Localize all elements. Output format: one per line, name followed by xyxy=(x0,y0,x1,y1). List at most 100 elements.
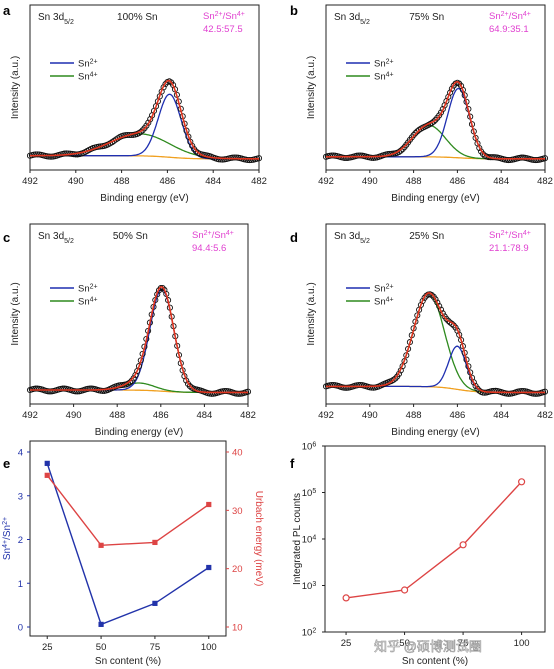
x-tick-label: 490 xyxy=(362,410,378,421)
x-tick-label: 100 xyxy=(514,638,530,649)
x-axis-label: Binding energy (eV) xyxy=(95,427,183,438)
data-point xyxy=(231,154,238,161)
legend-name: Sn xyxy=(374,297,386,308)
legend-entry: Sn4+ xyxy=(78,296,98,308)
data-point xyxy=(244,156,251,164)
series-marker xyxy=(517,478,526,486)
data-point xyxy=(246,157,253,164)
y-tick-exp: 2 xyxy=(312,627,316,634)
legend-entry: Sn4+ xyxy=(374,296,394,308)
x-tick-label: 486 xyxy=(159,176,175,187)
data-point xyxy=(430,118,437,125)
legend-entry: Sn2+ xyxy=(78,283,98,295)
sample-label: 25% Sn xyxy=(409,231,444,242)
series-marker-left xyxy=(206,564,212,571)
panel-letter: b xyxy=(290,3,298,18)
fit-envelope-curve xyxy=(30,285,248,394)
data-point xyxy=(443,315,450,322)
plot-frame xyxy=(29,223,249,405)
x-tick-label: 490 xyxy=(362,176,378,187)
orbital-label: Sn 3d xyxy=(38,12,64,23)
x-tick-label: 50 xyxy=(96,642,107,653)
data-point xyxy=(412,130,419,137)
ratio-label-group: Sn2+/Sn4+ xyxy=(203,11,245,23)
x-tick-label: 492 xyxy=(22,176,38,187)
x-tick-label: 484 xyxy=(493,176,509,187)
ratio-value: 94.4:5.6 xyxy=(192,243,226,254)
ratio-label-group: Sn2+/Sn4+ xyxy=(489,230,531,242)
xps-panel-a: a Sn 3d5/2 100% Sn Sn2+/Sn4+42.5:57.5Sn2+Sn… xyxy=(3,3,267,204)
x-tick-label: 488 xyxy=(406,176,422,187)
x-tick-label: 75 xyxy=(458,638,469,649)
orbital-label: Sn 3d xyxy=(334,231,360,242)
legend-entry: Sn4+ xyxy=(78,71,98,83)
data-point xyxy=(445,317,452,324)
data-point xyxy=(63,150,70,157)
data-point xyxy=(474,385,481,392)
ratio-sep: /Sn xyxy=(509,230,523,241)
ylabel-part: /Sn xyxy=(2,525,13,540)
y-left-axis-label: Sn4+/Sn2+ xyxy=(2,517,14,560)
x-tick-label: 488 xyxy=(109,410,125,421)
ratio-sup: 2+ xyxy=(215,11,223,18)
x-axis-label: Binding energy (eV) xyxy=(391,427,479,438)
orbital-label-group: Sn 3d5/2 xyxy=(334,12,370,26)
x-tick-label: 492 xyxy=(22,410,38,421)
series-marker xyxy=(342,594,350,602)
x-tick-label: 488 xyxy=(406,410,422,421)
ratio-sup: 4+ xyxy=(523,11,531,18)
legend-entry: Sn2+ xyxy=(78,58,98,70)
fit-envelope-curve xyxy=(326,81,545,160)
legend-name: Sn xyxy=(78,59,90,70)
x-axis-label: Binding energy (eV) xyxy=(100,193,188,204)
ratio-value: 21.1:78.9 xyxy=(489,243,529,254)
legend-name: Sn xyxy=(78,297,90,308)
x-tick-label: 490 xyxy=(66,410,82,421)
x-tick-label: 486 xyxy=(449,410,465,421)
data-point xyxy=(217,156,224,163)
watermark-text: 知乎 @硕博测试圈 xyxy=(374,639,482,654)
legend-name: Sn xyxy=(78,72,90,83)
data-point xyxy=(47,153,55,160)
sample-label: 100% Sn xyxy=(117,12,158,23)
panel-letter: c xyxy=(3,230,10,245)
y-tick-exp: 4 xyxy=(312,534,316,541)
legend-sup: 4+ xyxy=(90,71,98,78)
xps-panel-b: b Sn 3d5/2 75% Sn Sn2+/Sn4+64.9:35.1Sn2+Sn4… xyxy=(290,3,553,204)
y-right-tick-label: 40 xyxy=(232,448,243,459)
legend-name: Sn xyxy=(78,284,90,295)
ratio-sep: /Sn xyxy=(212,230,226,241)
sn4-component-curve xyxy=(326,292,545,394)
y-axis-label: Intensity (a.u.) xyxy=(306,56,317,119)
series-marker-right xyxy=(44,472,50,478)
orbital-subscript: 5/2 xyxy=(64,19,74,26)
x-axis-label: Binding energy (eV) xyxy=(391,193,479,204)
x-tick-label: 484 xyxy=(196,410,212,421)
sn2-component-curve xyxy=(30,288,248,394)
data-point xyxy=(32,151,39,158)
y-tick-exp: 5 xyxy=(312,488,316,495)
x-tick-label: 25 xyxy=(42,642,53,653)
x-tick-label: 492 xyxy=(318,410,334,421)
y-tick-exp: 6 xyxy=(312,441,316,448)
data-point xyxy=(470,379,477,386)
ratio-sup: 4+ xyxy=(237,11,245,18)
orbital-subscript: 5/2 xyxy=(360,19,370,26)
xps-panel-c: c Sn 3d5/2 50% Sn Sn2+/Sn4+94.4:5.6Sn2+Sn4+… xyxy=(3,223,256,438)
ratio-sep: /Sn xyxy=(223,11,237,22)
data-point xyxy=(235,390,242,397)
x-tick-label: 25 xyxy=(341,638,352,649)
ratio-sup: 2+ xyxy=(501,11,509,18)
ratio-name: Sn xyxy=(489,11,501,22)
y-tick-base: 10 xyxy=(302,628,313,639)
x-tick-label: 482 xyxy=(251,176,267,187)
legend-name: Sn xyxy=(374,59,386,70)
data-point xyxy=(74,388,81,395)
y-tick-label: 102 xyxy=(302,627,317,639)
ylabel-sup: 2+ xyxy=(2,517,9,525)
y-right-tick-label: 20 xyxy=(232,564,243,575)
legend-entry: Sn4+ xyxy=(374,71,394,83)
legend-entry: Sn2+ xyxy=(374,283,394,295)
series-marker-right xyxy=(206,501,212,508)
